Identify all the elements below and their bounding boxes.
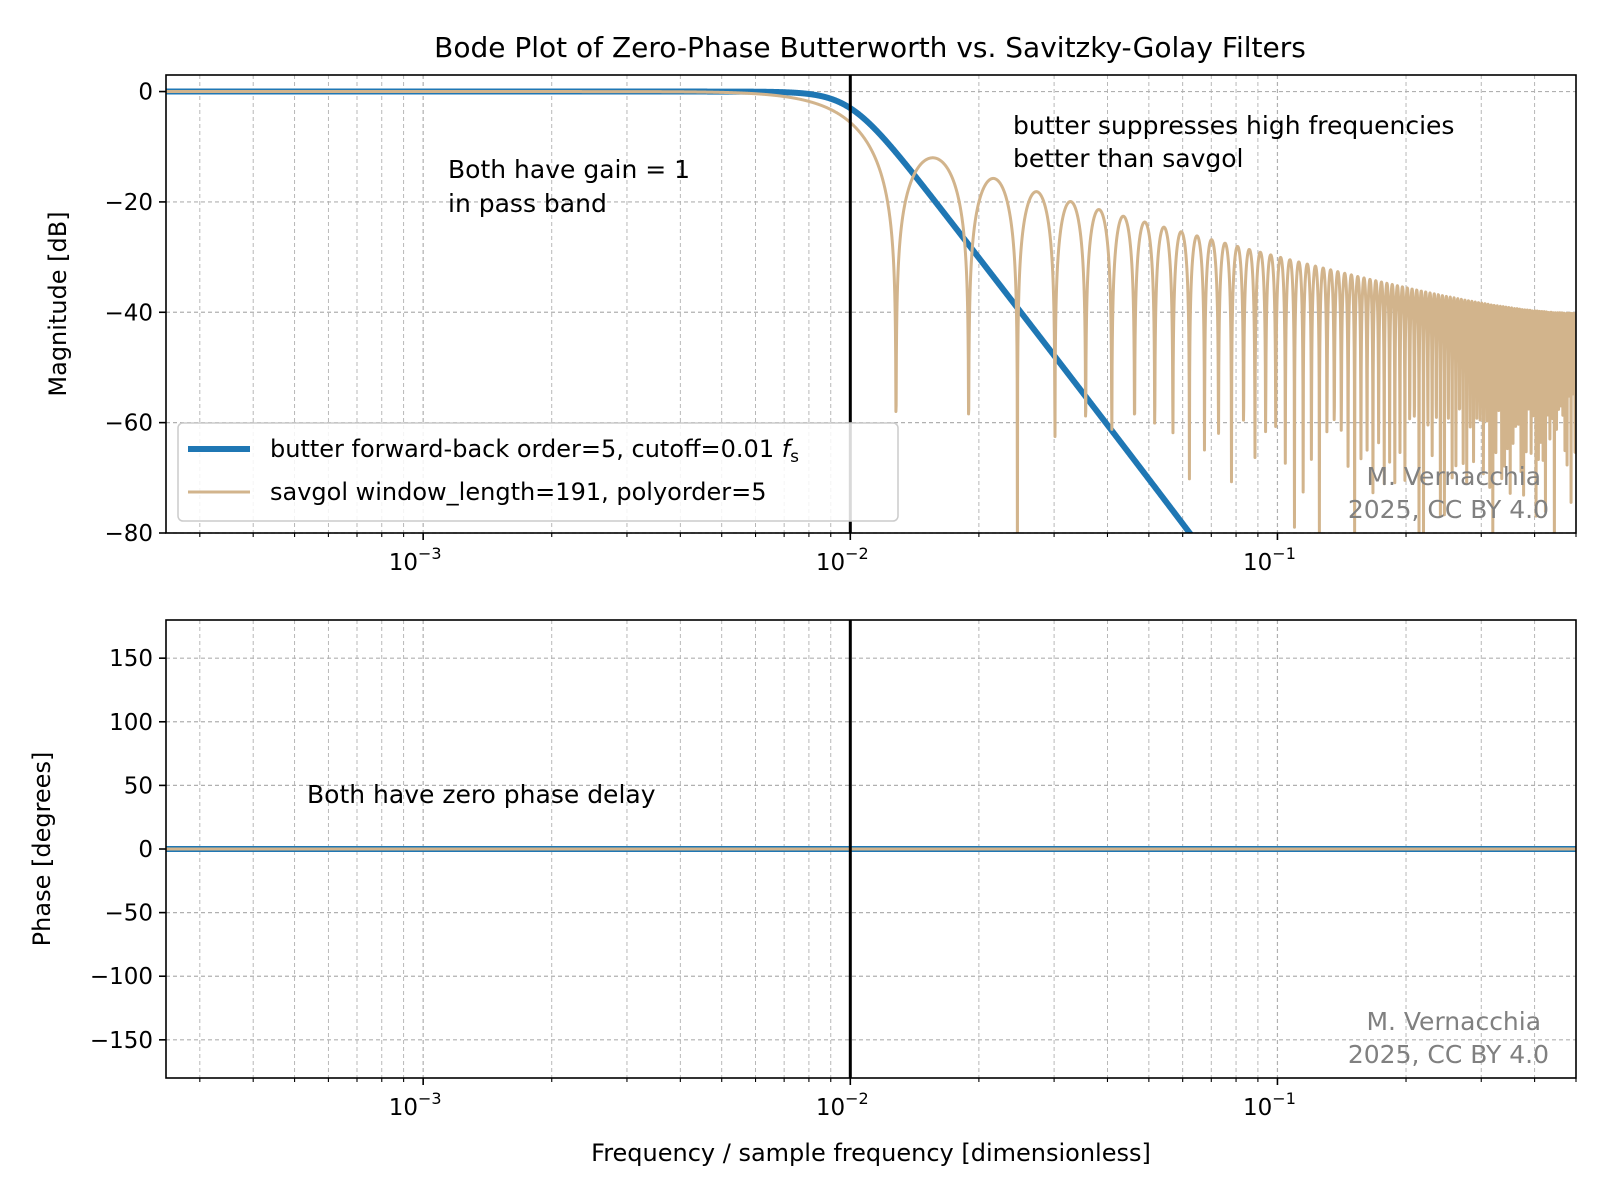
y-tick-label: −20: [104, 190, 153, 216]
savgol-magnitude-line: [166, 90, 1576, 533]
x-tick-label: 10−2: [816, 544, 869, 576]
legend-butter-label: butter forward-back order=5, cutoff=0.01…: [270, 435, 799, 467]
annotation-zero-phase: Both have zero phase delay: [307, 780, 656, 809]
x-tick-label: 10−3: [389, 544, 442, 576]
legend: butter forward-back order=5, cutoff=0.01…: [177, 422, 899, 522]
annotation-high-frequency: butter suppresses high frequencies bette…: [1013, 111, 1462, 173]
y-tick-label: −60: [104, 411, 153, 437]
magnitude-watermark: M. Vernacchia 2025, CC BY 4.0: [1348, 462, 1549, 524]
phase-y-axis-label: Phase [degrees]: [28, 752, 56, 947]
chart-title: Bode Plot of Zero-Phase Butterworth vs. …: [434, 31, 1306, 64]
y-tick-label: −100: [90, 964, 153, 990]
x-axis-label: Frequency / sample frequency [dimensionl…: [591, 1139, 1151, 1167]
phase-x-ticks: 10−3 10−2 10−1: [199, 1078, 1577, 1121]
magnitude-y-axis-label: Magnitude [dB]: [44, 211, 72, 396]
y-tick-label: 100: [109, 710, 153, 736]
x-tick-label: 10−3: [389, 1089, 442, 1121]
y-tick-label: −80: [104, 521, 153, 547]
phase-panel: 10−3 10−2 10−1 150 100 50 0 −50 −100 −150 Phase …: [28, 619, 1577, 1167]
x-tick-label: 10−1: [1243, 1089, 1296, 1121]
magnitude-y-ticks: 0 −20 −40 −60 −80: [104, 80, 166, 547]
phase-y-ticks: 150 100 50 0 −50 −100 −150: [90, 646, 166, 1054]
y-tick-label: −50: [104, 901, 153, 927]
annotation-passband: Both have gain = 1 in pass band: [448, 155, 698, 218]
phase-watermark: M. Vernacchia 2025, CC BY 4.0: [1348, 1007, 1549, 1069]
legend-box: [177, 422, 899, 522]
y-tick-label: 0: [138, 80, 153, 106]
y-tick-label: −150: [90, 1028, 153, 1054]
y-tick-label: 0: [138, 837, 153, 863]
y-tick-label: 50: [124, 773, 153, 799]
x-tick-label: 10−2: [816, 1089, 869, 1121]
x-tick-label: 10−1: [1243, 544, 1296, 576]
y-tick-label: 150: [109, 646, 153, 672]
y-tick-label: −40: [104, 300, 153, 326]
legend-savgol-label: savgol window_length=191, polyorder=5: [270, 478, 767, 506]
magnitude-x-ticks: 10−3 10−2 10−1: [199, 533, 1577, 576]
magnitude-axes-frame: [165, 74, 1577, 534]
magnitude-panel: 10−3 10−2 10−1 0 −20 −40 −60 −80 Magnitude [dB…: [44, 74, 1577, 576]
